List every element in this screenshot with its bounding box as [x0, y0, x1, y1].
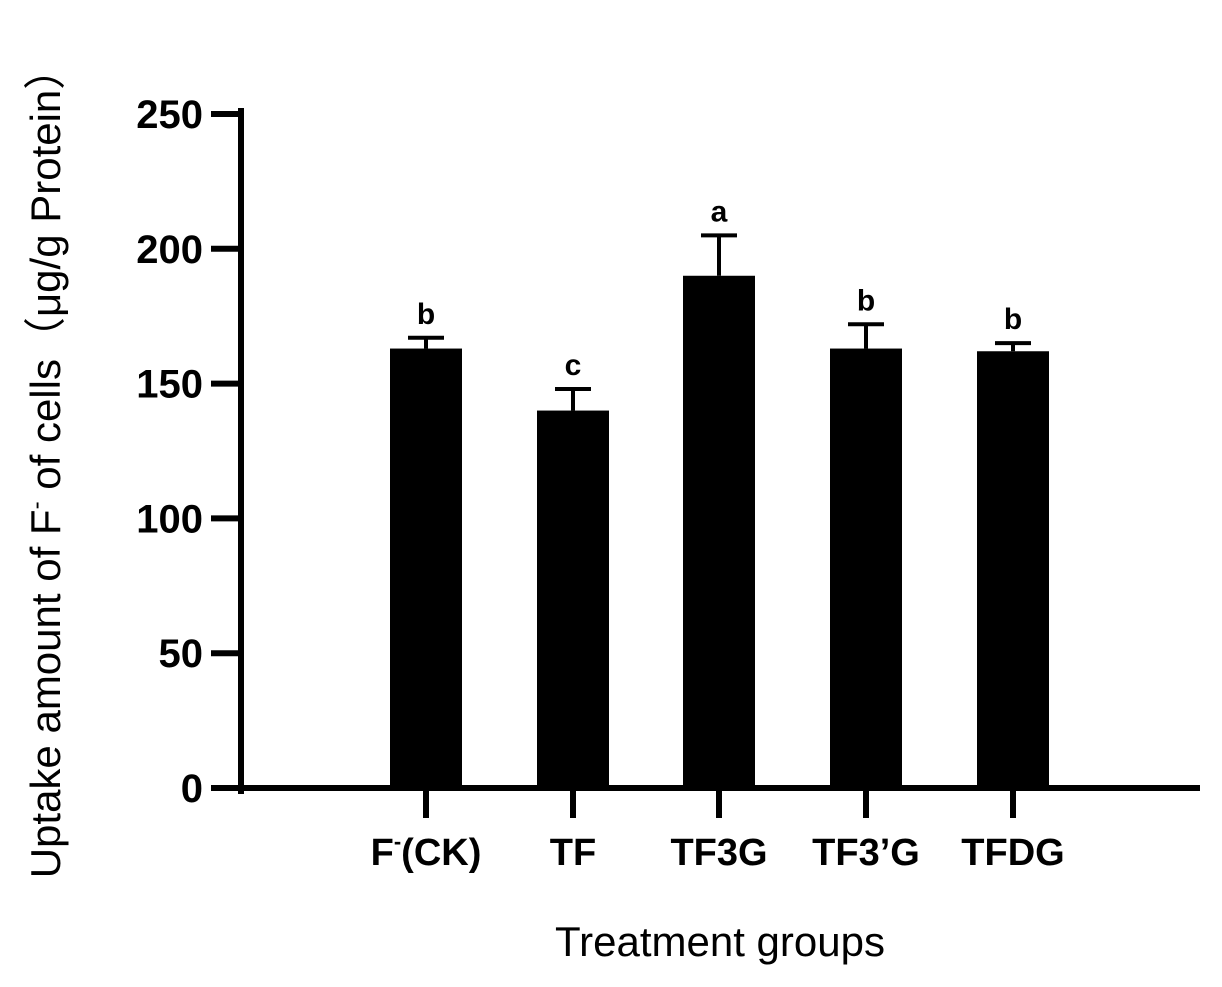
- y-tick-label: 150: [136, 363, 203, 407]
- y-axis-title-superscript: -: [23, 501, 50, 509]
- bar: [390, 348, 462, 788]
- y-axis-title: Uptake amount of F- of cells（μg/g Protei…: [22, 48, 69, 879]
- bar: [683, 275, 755, 788]
- significance-letter: b: [857, 284, 875, 317]
- x-tick-label-text: TF3’G: [812, 832, 920, 874]
- significance-letter: b: [417, 298, 435, 331]
- x-tick-label-text: TF: [550, 832, 596, 874]
- bar: [830, 348, 902, 788]
- y-tick-label: 50: [159, 632, 204, 676]
- y-axis-title-part-2: of cells（μg/g Protein）: [22, 48, 69, 502]
- x-tick-label: TF3G: [670, 832, 767, 874]
- x-axis: F-(CK) TF TF3G TF3’G TFDG: [238, 785, 1200, 874]
- y-tick-label: 200: [136, 228, 203, 272]
- bar: [977, 351, 1049, 788]
- x-tick-label-suffix: (CK): [401, 832, 481, 874]
- x-tick-label: TFDG: [961, 832, 1064, 874]
- significance-letter: a: [711, 195, 728, 228]
- y-tick-label: 100: [136, 497, 203, 541]
- y-axis-title-part-1: Uptake amount of F: [22, 509, 69, 878]
- x-tick-label: F-(CK): [371, 829, 482, 874]
- bar: [537, 410, 609, 788]
- x-tick-label-text: TF3G: [670, 832, 767, 874]
- significance-letter: c: [565, 349, 582, 382]
- y-tick-label: 250: [136, 93, 203, 137]
- y-tick-label: 0: [181, 767, 203, 811]
- x-tick-label-text: TFDG: [961, 832, 1064, 874]
- significance-letter: b: [1004, 303, 1022, 336]
- x-tick-label-superscript: -: [394, 829, 401, 854]
- y-axis: 0 50 100 150 200 250: [136, 93, 244, 811]
- x-tick-label-text: F: [371, 832, 394, 874]
- x-axis-title: Treatment groups: [555, 918, 885, 965]
- error-bars: [408, 233, 1031, 411]
- bars: [390, 275, 1049, 788]
- x-tick-label: TF: [550, 832, 596, 874]
- significance-letters: b c a b b: [417, 195, 1022, 382]
- x-tick-label: TF3’G: [812, 832, 920, 874]
